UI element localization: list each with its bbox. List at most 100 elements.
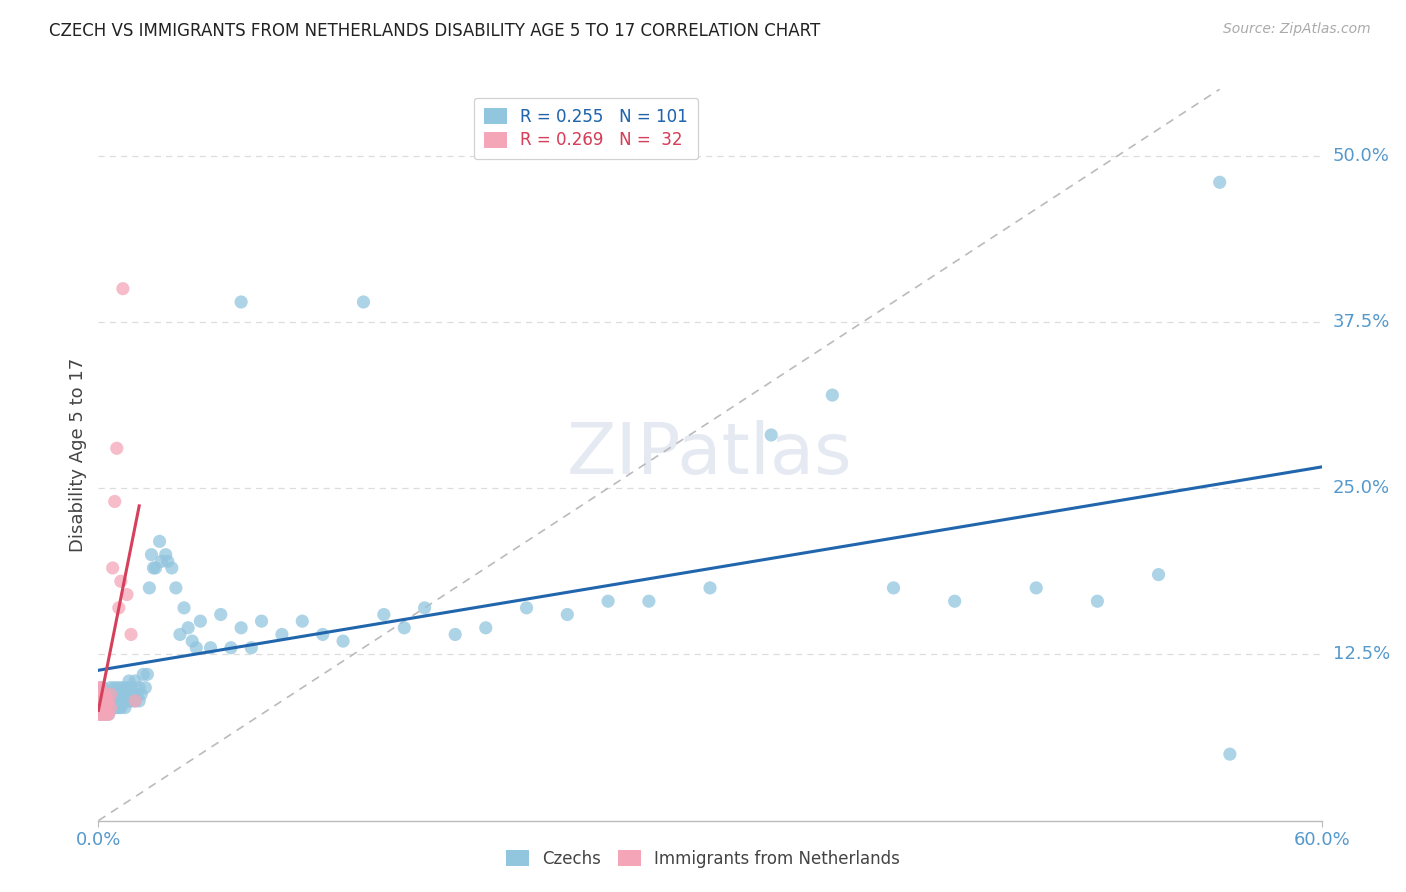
Point: [132, 667, 155, 681]
Point: [91, 681, 114, 695]
Point: [93, 694, 115, 708]
Point: [373, 607, 395, 622]
Point: [177, 621, 200, 635]
Point: [89, 707, 111, 722]
Point: [129, 687, 152, 701]
Point: [97, 700, 120, 714]
Text: 25.0%: 25.0%: [1333, 479, 1391, 497]
Point: [108, 681, 131, 695]
Point: [89, 687, 111, 701]
Text: 37.5%: 37.5%: [1333, 313, 1391, 331]
Point: [474, 621, 498, 635]
Point: [89, 694, 111, 708]
Point: [219, 640, 242, 655]
Point: [138, 581, 160, 595]
Point: [598, 594, 620, 608]
Point: [240, 640, 263, 655]
Point: [444, 627, 467, 641]
Point: [637, 594, 661, 608]
Point: [87, 681, 110, 695]
Point: [124, 673, 146, 688]
Point: [97, 687, 120, 701]
Point: [120, 627, 142, 641]
Point: [115, 681, 138, 695]
Point: [111, 681, 134, 695]
Point: [104, 694, 127, 708]
Point: [134, 681, 156, 695]
Point: [105, 700, 128, 714]
Point: [173, 600, 195, 615]
Point: [1147, 567, 1170, 582]
Point: [150, 554, 173, 568]
Point: [118, 694, 141, 708]
Point: [352, 295, 374, 310]
Point: [105, 687, 128, 701]
Point: [100, 687, 122, 701]
Point: [821, 388, 844, 402]
Point: [1209, 175, 1232, 189]
Point: [101, 694, 124, 708]
Point: [169, 627, 191, 641]
Point: [110, 700, 132, 714]
Point: [93, 700, 115, 714]
Legend: Czechs, Immigrants from Netherlands: Czechs, Immigrants from Netherlands: [499, 844, 907, 875]
Point: [111, 282, 134, 296]
Point: [100, 694, 122, 708]
Point: [516, 600, 538, 615]
Point: [555, 607, 579, 622]
Point: [96, 700, 118, 714]
Text: 50.0%: 50.0%: [1333, 146, 1389, 165]
Point: [93, 687, 115, 701]
Point: [101, 561, 124, 575]
Point: [96, 700, 118, 714]
Point: [104, 494, 127, 508]
Point: [699, 581, 721, 595]
Point: [181, 634, 204, 648]
Point: [96, 687, 118, 701]
Point: [100, 700, 122, 714]
Y-axis label: Disability Age 5 to 17: Disability Age 5 to 17: [69, 358, 87, 552]
Point: [87, 700, 110, 714]
Point: [128, 681, 150, 695]
Point: [128, 694, 150, 708]
Point: [89, 707, 111, 722]
Text: Source: ZipAtlas.com: Source: ZipAtlas.com: [1223, 22, 1371, 37]
Point: [91, 694, 114, 708]
Point: [110, 687, 132, 701]
Point: [118, 673, 141, 688]
Point: [1219, 747, 1241, 761]
Point: [413, 600, 436, 615]
Point: [93, 687, 115, 701]
Point: [97, 707, 120, 722]
Point: [87, 694, 110, 708]
Point: [270, 627, 294, 641]
Point: [101, 700, 124, 714]
Point: [392, 621, 416, 635]
Point: [115, 588, 138, 602]
Point: [89, 694, 111, 708]
Legend: R = 0.255   N = 101, R = 0.269   N =  32: R = 0.255 N = 101, R = 0.269 N = 32: [474, 97, 699, 160]
Point: [142, 561, 165, 575]
Point: [156, 554, 179, 568]
Point: [291, 614, 314, 628]
Point: [97, 707, 120, 722]
Point: [87, 687, 110, 701]
Point: [97, 694, 120, 708]
Point: [89, 687, 111, 701]
Point: [104, 700, 127, 714]
Point: [312, 627, 335, 641]
Point: [87, 700, 110, 714]
Point: [122, 687, 145, 701]
Point: [87, 687, 110, 701]
Point: [943, 594, 966, 608]
Point: [91, 700, 114, 714]
Point: [124, 694, 146, 708]
Point: [111, 694, 134, 708]
Point: [1085, 594, 1108, 608]
Point: [188, 614, 212, 628]
Point: [108, 700, 131, 714]
Point: [160, 561, 183, 575]
Point: [105, 442, 128, 456]
Point: [89, 700, 111, 714]
Point: [231, 621, 253, 635]
